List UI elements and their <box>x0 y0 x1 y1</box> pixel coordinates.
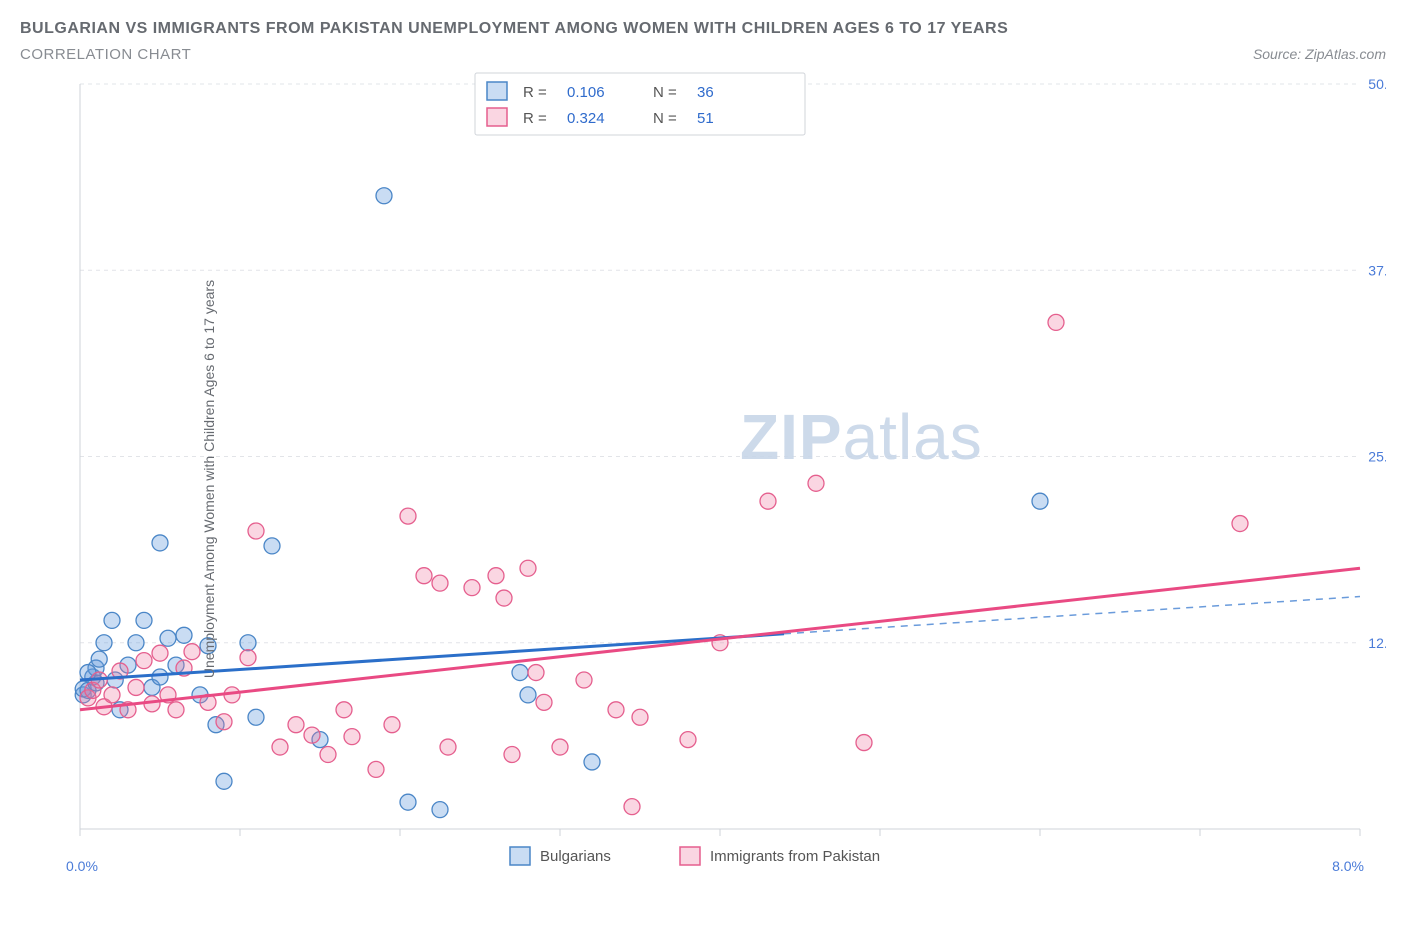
scatter-point <box>856 735 872 751</box>
scatter-point <box>576 672 592 688</box>
scatter-point <box>432 575 448 591</box>
scatter-point <box>400 508 416 524</box>
scatter-point <box>680 732 696 748</box>
scatter-point <box>608 702 624 718</box>
chart-source: Source: ZipAtlas.com <box>1253 46 1386 62</box>
chart-subtitle: CORRELATION CHART <box>20 46 191 63</box>
scatter-point <box>384 717 400 733</box>
scatter-point <box>512 665 528 681</box>
scatter-point <box>96 635 112 651</box>
scatter-point <box>128 635 144 651</box>
svg-text:36: 36 <box>697 84 714 101</box>
scatter-point <box>632 709 648 725</box>
legend-label: Bulgarians <box>540 848 611 865</box>
scatter-point <box>552 739 568 755</box>
trend-line-pakistan <box>80 568 1360 710</box>
scatter-point <box>248 709 264 725</box>
scatter-point <box>496 590 512 606</box>
scatter-point <box>368 761 384 777</box>
svg-text:0.106: 0.106 <box>567 84 605 101</box>
scatter-point <box>344 729 360 745</box>
svg-text:R =: R = <box>523 110 547 127</box>
svg-text:12.5%: 12.5% <box>1368 635 1386 651</box>
scatter-point <box>184 644 200 660</box>
scatter-point <box>152 535 168 551</box>
scatter-point <box>760 493 776 509</box>
scatter-point <box>91 651 107 667</box>
legend-swatch-icon <box>680 847 700 865</box>
legend-swatch-icon <box>487 108 507 126</box>
scatter-point <box>136 612 152 628</box>
svg-text:8.0%: 8.0% <box>1332 858 1364 874</box>
scatter-point <box>584 754 600 770</box>
scatter-point <box>320 747 336 763</box>
scatter-point <box>376 188 392 204</box>
svg-text:0.0%: 0.0% <box>66 858 98 874</box>
scatter-point <box>288 717 304 733</box>
scatter-point <box>520 560 536 576</box>
scatter-point <box>272 739 288 755</box>
scatter-point <box>168 702 184 718</box>
scatter-point <box>216 714 232 730</box>
scatter-point <box>264 538 280 554</box>
scatter-point <box>104 612 120 628</box>
scatter-point <box>152 669 168 685</box>
scatter-point <box>104 687 120 703</box>
scatter-point <box>504 747 520 763</box>
scatter-point <box>416 568 432 584</box>
scatter-point <box>136 653 152 669</box>
svg-text:37.5%: 37.5% <box>1368 262 1386 278</box>
svg-text:ZIPatlas: ZIPatlas <box>740 401 983 473</box>
y-axis-label: Unemployment Among Women with Children A… <box>201 280 217 678</box>
svg-text:51: 51 <box>697 110 714 127</box>
scatter-point <box>624 799 640 815</box>
svg-text:0.324: 0.324 <box>567 110 605 127</box>
scatter-point <box>1232 516 1248 532</box>
scatter-point <box>1032 493 1048 509</box>
chart-title: BULGARIAN VS IMMIGRANTS FROM PAKISTAN UN… <box>20 20 1386 38</box>
scatter-point <box>1048 314 1064 330</box>
scatter-point <box>400 794 416 810</box>
legend-label: Immigrants from Pakistan <box>710 848 880 865</box>
scatter-point <box>248 523 264 539</box>
subtitle-row: CORRELATION CHART Source: ZipAtlas.com <box>20 46 1386 63</box>
svg-text:N =: N = <box>653 110 677 127</box>
scatter-point <box>536 694 552 710</box>
scatter-chart: 12.5% 25.0% 37.5% 50.0% ZIPatlas 0.0% 8.0% R = 0… <box>20 69 1386 889</box>
scatter-point <box>128 679 144 695</box>
scatter-point <box>520 687 536 703</box>
scatter-point <box>152 645 168 661</box>
scatter-point <box>432 802 448 818</box>
legend-swatch-icon <box>510 847 530 865</box>
scatter-point <box>464 580 480 596</box>
trend-line-bulgarians-extrapolated <box>784 597 1360 634</box>
chart-area: Unemployment Among Women with Children A… <box>20 69 1386 889</box>
scatter-point <box>240 650 256 666</box>
svg-text:R =: R = <box>523 84 547 101</box>
scatter-point <box>528 665 544 681</box>
svg-text:N =: N = <box>653 84 677 101</box>
scatter-point <box>336 702 352 718</box>
scatter-point <box>216 773 232 789</box>
scatter-point <box>176 627 192 643</box>
scatter-point <box>440 739 456 755</box>
scatter-point <box>304 727 320 743</box>
legend-swatch-icon <box>487 82 507 100</box>
scatter-point <box>488 568 504 584</box>
svg-text:50.0%: 50.0% <box>1368 76 1386 92</box>
scatter-point <box>808 475 824 491</box>
scatter-point <box>160 630 176 646</box>
svg-text:25.0%: 25.0% <box>1368 449 1386 465</box>
scatter-point <box>240 635 256 651</box>
